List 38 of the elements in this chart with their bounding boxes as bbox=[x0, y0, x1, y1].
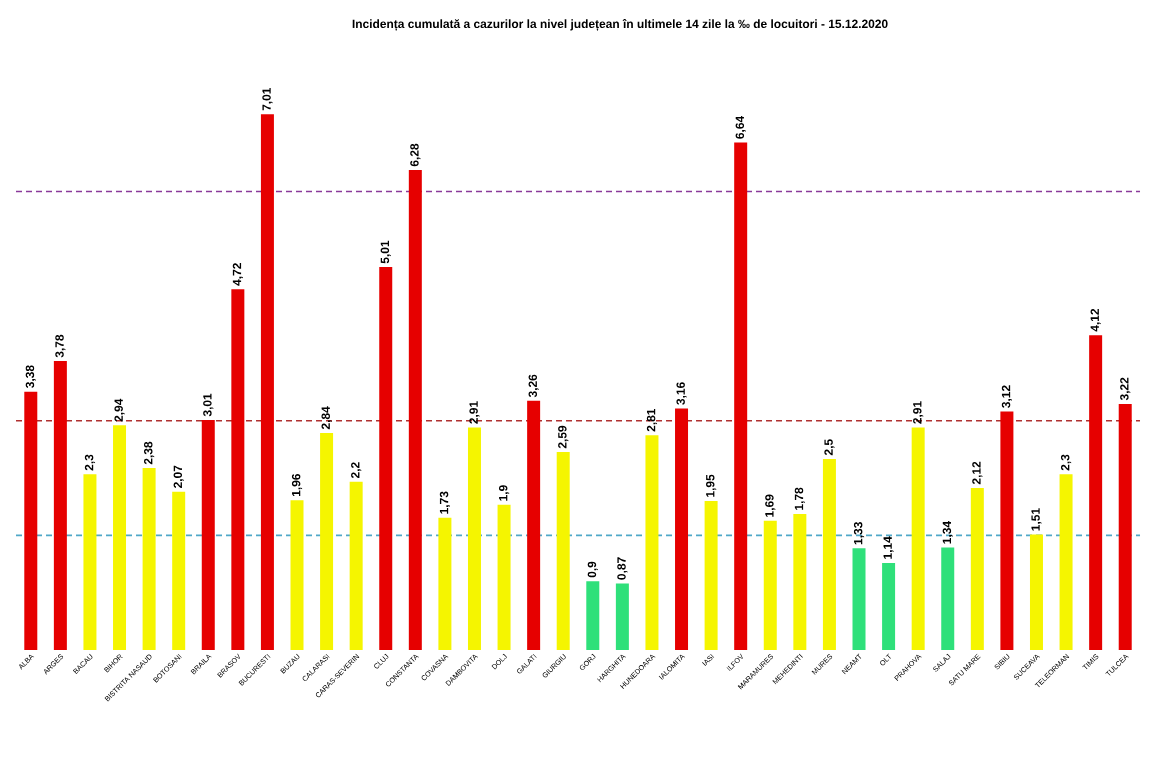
bar bbox=[556, 452, 570, 650]
bar bbox=[852, 548, 866, 650]
bar bbox=[438, 517, 452, 650]
bar bbox=[53, 361, 67, 650]
bar bbox=[260, 114, 274, 650]
bar bbox=[113, 425, 127, 650]
bar bbox=[941, 547, 955, 650]
bar bbox=[172, 491, 186, 650]
bar bbox=[822, 458, 836, 650]
bar bbox=[142, 468, 156, 650]
bar bbox=[1118, 403, 1132, 650]
bar bbox=[408, 170, 422, 650]
bar bbox=[83, 474, 97, 650]
bar bbox=[290, 500, 304, 650]
bar bbox=[320, 432, 334, 650]
bar bbox=[1059, 474, 1073, 650]
bar bbox=[24, 391, 38, 650]
bar bbox=[231, 289, 245, 650]
bar bbox=[970, 487, 984, 650]
bar bbox=[911, 427, 925, 650]
bar bbox=[734, 142, 748, 650]
bar bbox=[1000, 411, 1014, 650]
bar bbox=[1089, 335, 1103, 650]
bar bbox=[882, 562, 896, 650]
bar bbox=[763, 520, 777, 650]
bar bbox=[527, 400, 541, 650]
bar bbox=[615, 583, 629, 650]
bar bbox=[586, 581, 600, 650]
bar bbox=[793, 513, 807, 650]
bar bbox=[379, 267, 393, 650]
bar bbox=[467, 427, 481, 650]
bar bbox=[201, 419, 215, 650]
bar bbox=[349, 481, 363, 650]
bar bbox=[497, 504, 511, 650]
bar bbox=[704, 500, 718, 650]
bar bbox=[675, 408, 689, 650]
bar bbox=[645, 435, 659, 650]
bar bbox=[1029, 534, 1043, 650]
